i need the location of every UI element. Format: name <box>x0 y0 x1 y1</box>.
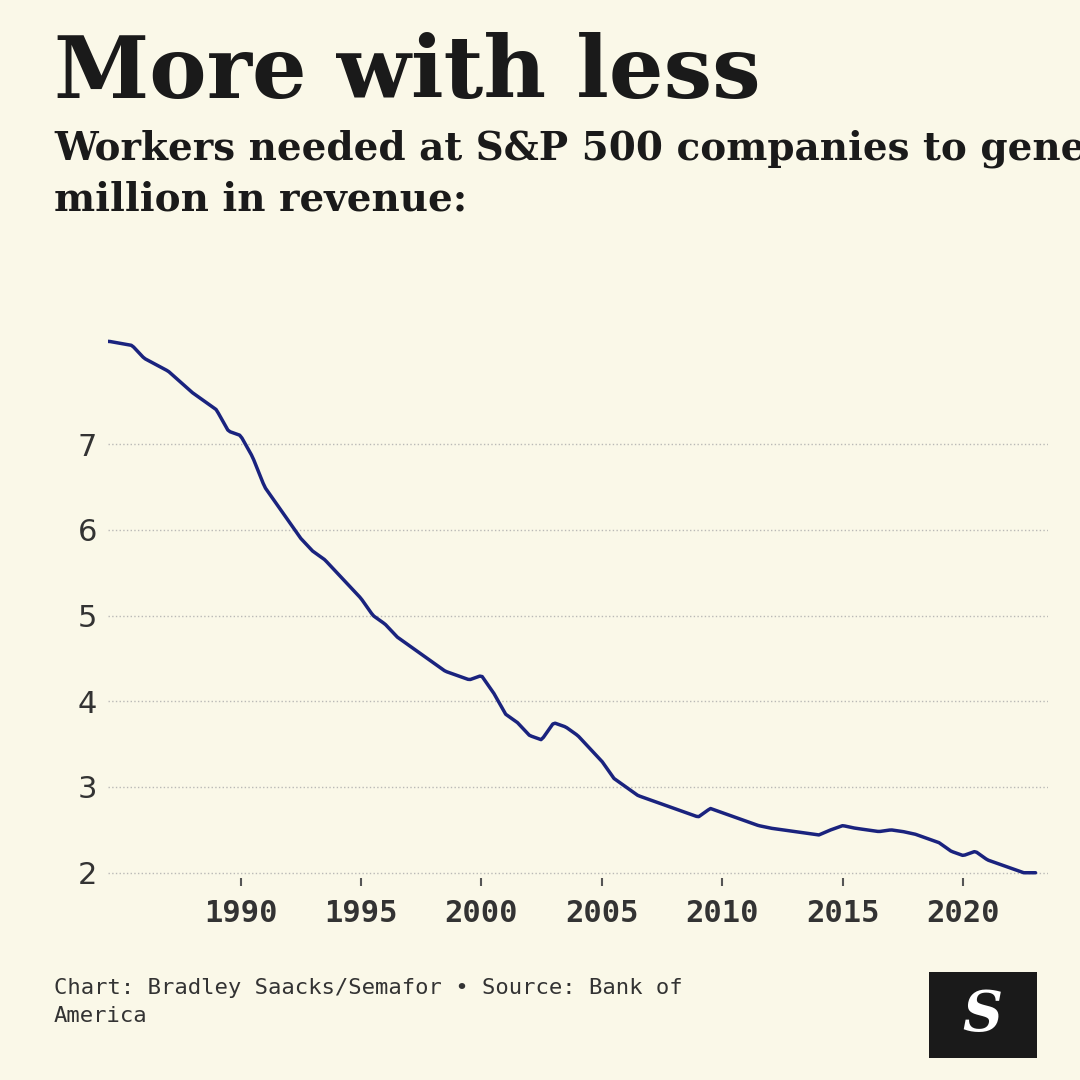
Text: S: S <box>962 988 1003 1042</box>
Text: Workers needed at S&P 500 companies to generate $1
million in revenue:: Workers needed at S&P 500 companies to g… <box>54 130 1080 218</box>
Text: Chart: Bradley Saacks/Semafor • Source: Bank of
America: Chart: Bradley Saacks/Semafor • Source: … <box>54 978 683 1026</box>
Text: More with less: More with less <box>54 32 760 117</box>
